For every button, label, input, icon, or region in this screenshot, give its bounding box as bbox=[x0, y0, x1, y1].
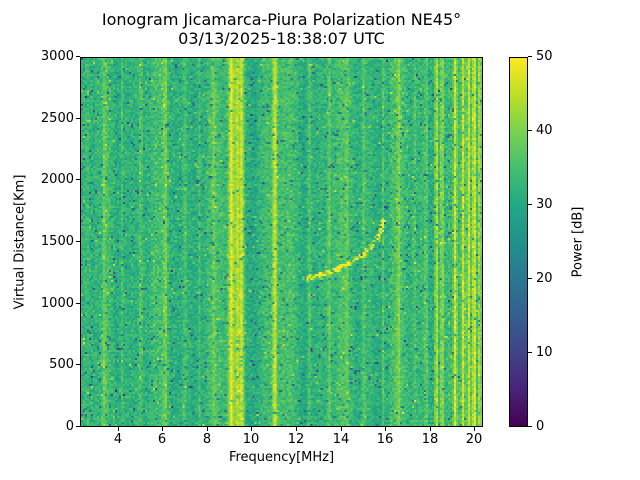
y-tick-mark bbox=[76, 118, 80, 119]
x-axis-label: Frequency[MHz] bbox=[228, 450, 335, 465]
y-tick-label: 500 bbox=[49, 357, 74, 372]
x-tick-mark bbox=[385, 427, 386, 431]
colorbar-tick-mark bbox=[528, 204, 532, 205]
y-tick-label: 1500 bbox=[40, 234, 74, 249]
chart-title: Ionogram Jicamarca-Piura Polarization NE… bbox=[101, 10, 462, 29]
x-tick-label: 14 bbox=[332, 432, 350, 447]
y-axis-label: Virtual Distance[Km] bbox=[12, 174, 28, 310]
colorbar-label: Power [dB] bbox=[570, 206, 586, 278]
y-tick-label: 2000 bbox=[40, 172, 74, 187]
x-tick-mark bbox=[430, 427, 431, 431]
colorbar-tick-label: 50 bbox=[536, 49, 553, 64]
x-tick-mark bbox=[207, 427, 208, 431]
colorbar bbox=[509, 57, 528, 427]
x-tick-mark bbox=[341, 427, 342, 431]
y-tick-mark bbox=[76, 56, 80, 57]
y-tick-mark bbox=[76, 426, 80, 427]
colorbar-tick-label: 10 bbox=[536, 345, 553, 360]
x-tick-mark bbox=[474, 427, 475, 431]
colorbar-tick-label: 0 bbox=[536, 419, 545, 434]
colorbar-gradient bbox=[510, 58, 527, 426]
x-tick-label: 12 bbox=[287, 432, 305, 447]
x-tick-label: 20 bbox=[465, 432, 483, 447]
y-tick-mark bbox=[76, 364, 80, 365]
y-tick-mark bbox=[76, 179, 80, 180]
y-tick-mark bbox=[76, 303, 80, 304]
colorbar-tick-mark bbox=[528, 352, 532, 353]
colorbar-tick-mark bbox=[528, 426, 532, 427]
x-tick-label: 10 bbox=[242, 432, 260, 447]
x-tick-label: 8 bbox=[202, 432, 212, 447]
heatmap-canvas bbox=[81, 58, 482, 426]
chart-subtitle: 03/13/2025-18:38:07 UTC bbox=[178, 29, 385, 48]
y-tick-mark bbox=[76, 241, 80, 242]
colorbar-tick-mark bbox=[528, 56, 532, 57]
x-tick-mark bbox=[118, 427, 119, 431]
heatmap-plot-area bbox=[80, 57, 483, 427]
y-tick-label: 2500 bbox=[40, 111, 74, 126]
colorbar-tick-label: 20 bbox=[536, 271, 553, 286]
x-tick-label: 4 bbox=[113, 432, 123, 447]
colorbar-tick-mark bbox=[528, 278, 532, 279]
colorbar-tick-mark bbox=[528, 130, 532, 131]
y-tick-label: 3000 bbox=[40, 49, 74, 64]
x-tick-mark bbox=[162, 427, 163, 431]
chart-title-block: Ionogram Jicamarca-Piura Polarization NE… bbox=[80, 10, 483, 48]
y-tick-label: 1000 bbox=[40, 296, 74, 311]
x-tick-mark bbox=[251, 427, 252, 431]
y-tick-label: 0 bbox=[65, 419, 74, 434]
x-tick-label: 6 bbox=[157, 432, 167, 447]
x-tick-mark bbox=[296, 427, 297, 431]
colorbar-tick-label: 30 bbox=[536, 197, 553, 212]
x-tick-label: 16 bbox=[376, 432, 394, 447]
colorbar-tick-label: 40 bbox=[536, 123, 553, 138]
x-tick-label: 18 bbox=[421, 432, 439, 447]
